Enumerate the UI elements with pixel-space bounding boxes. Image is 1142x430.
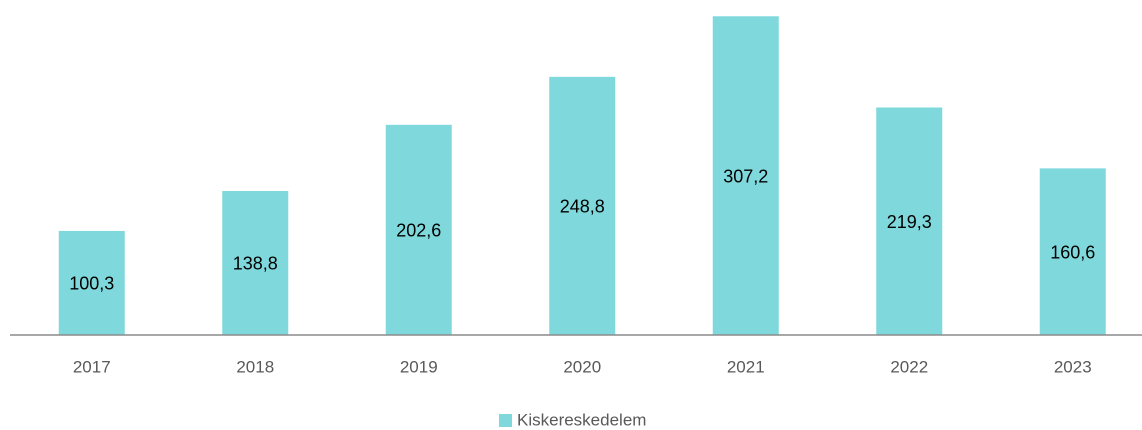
bar: [876, 107, 943, 335]
x-tick-label: 2022: [890, 357, 928, 376]
data-label: 219,3: [887, 212, 932, 232]
legend-swatch: [499, 414, 512, 427]
bar: [712, 16, 779, 336]
x-tick-label: 2020: [563, 357, 601, 376]
data-label: 138,8: [233, 254, 278, 274]
bar: [58, 230, 125, 335]
data-label: 307,2: [723, 166, 768, 186]
x-tick-label: 2019: [400, 357, 438, 376]
bar: [549, 76, 616, 336]
data-label: 202,6: [396, 221, 441, 241]
data-label: 160,6: [1050, 242, 1095, 262]
data-label: 100,3: [69, 274, 114, 294]
bar: [1039, 168, 1106, 335]
x-tick-label: 2023: [1054, 357, 1092, 376]
x-tick-label: 2018: [236, 357, 274, 376]
bar: [222, 190, 289, 335]
x-tick-label: 2017: [73, 357, 111, 376]
legend-label: Kiskereskedelem: [517, 410, 646, 429]
bar: [385, 124, 452, 336]
data-label: 248,8: [560, 197, 605, 217]
x-tick-label: 2021: [727, 357, 765, 376]
